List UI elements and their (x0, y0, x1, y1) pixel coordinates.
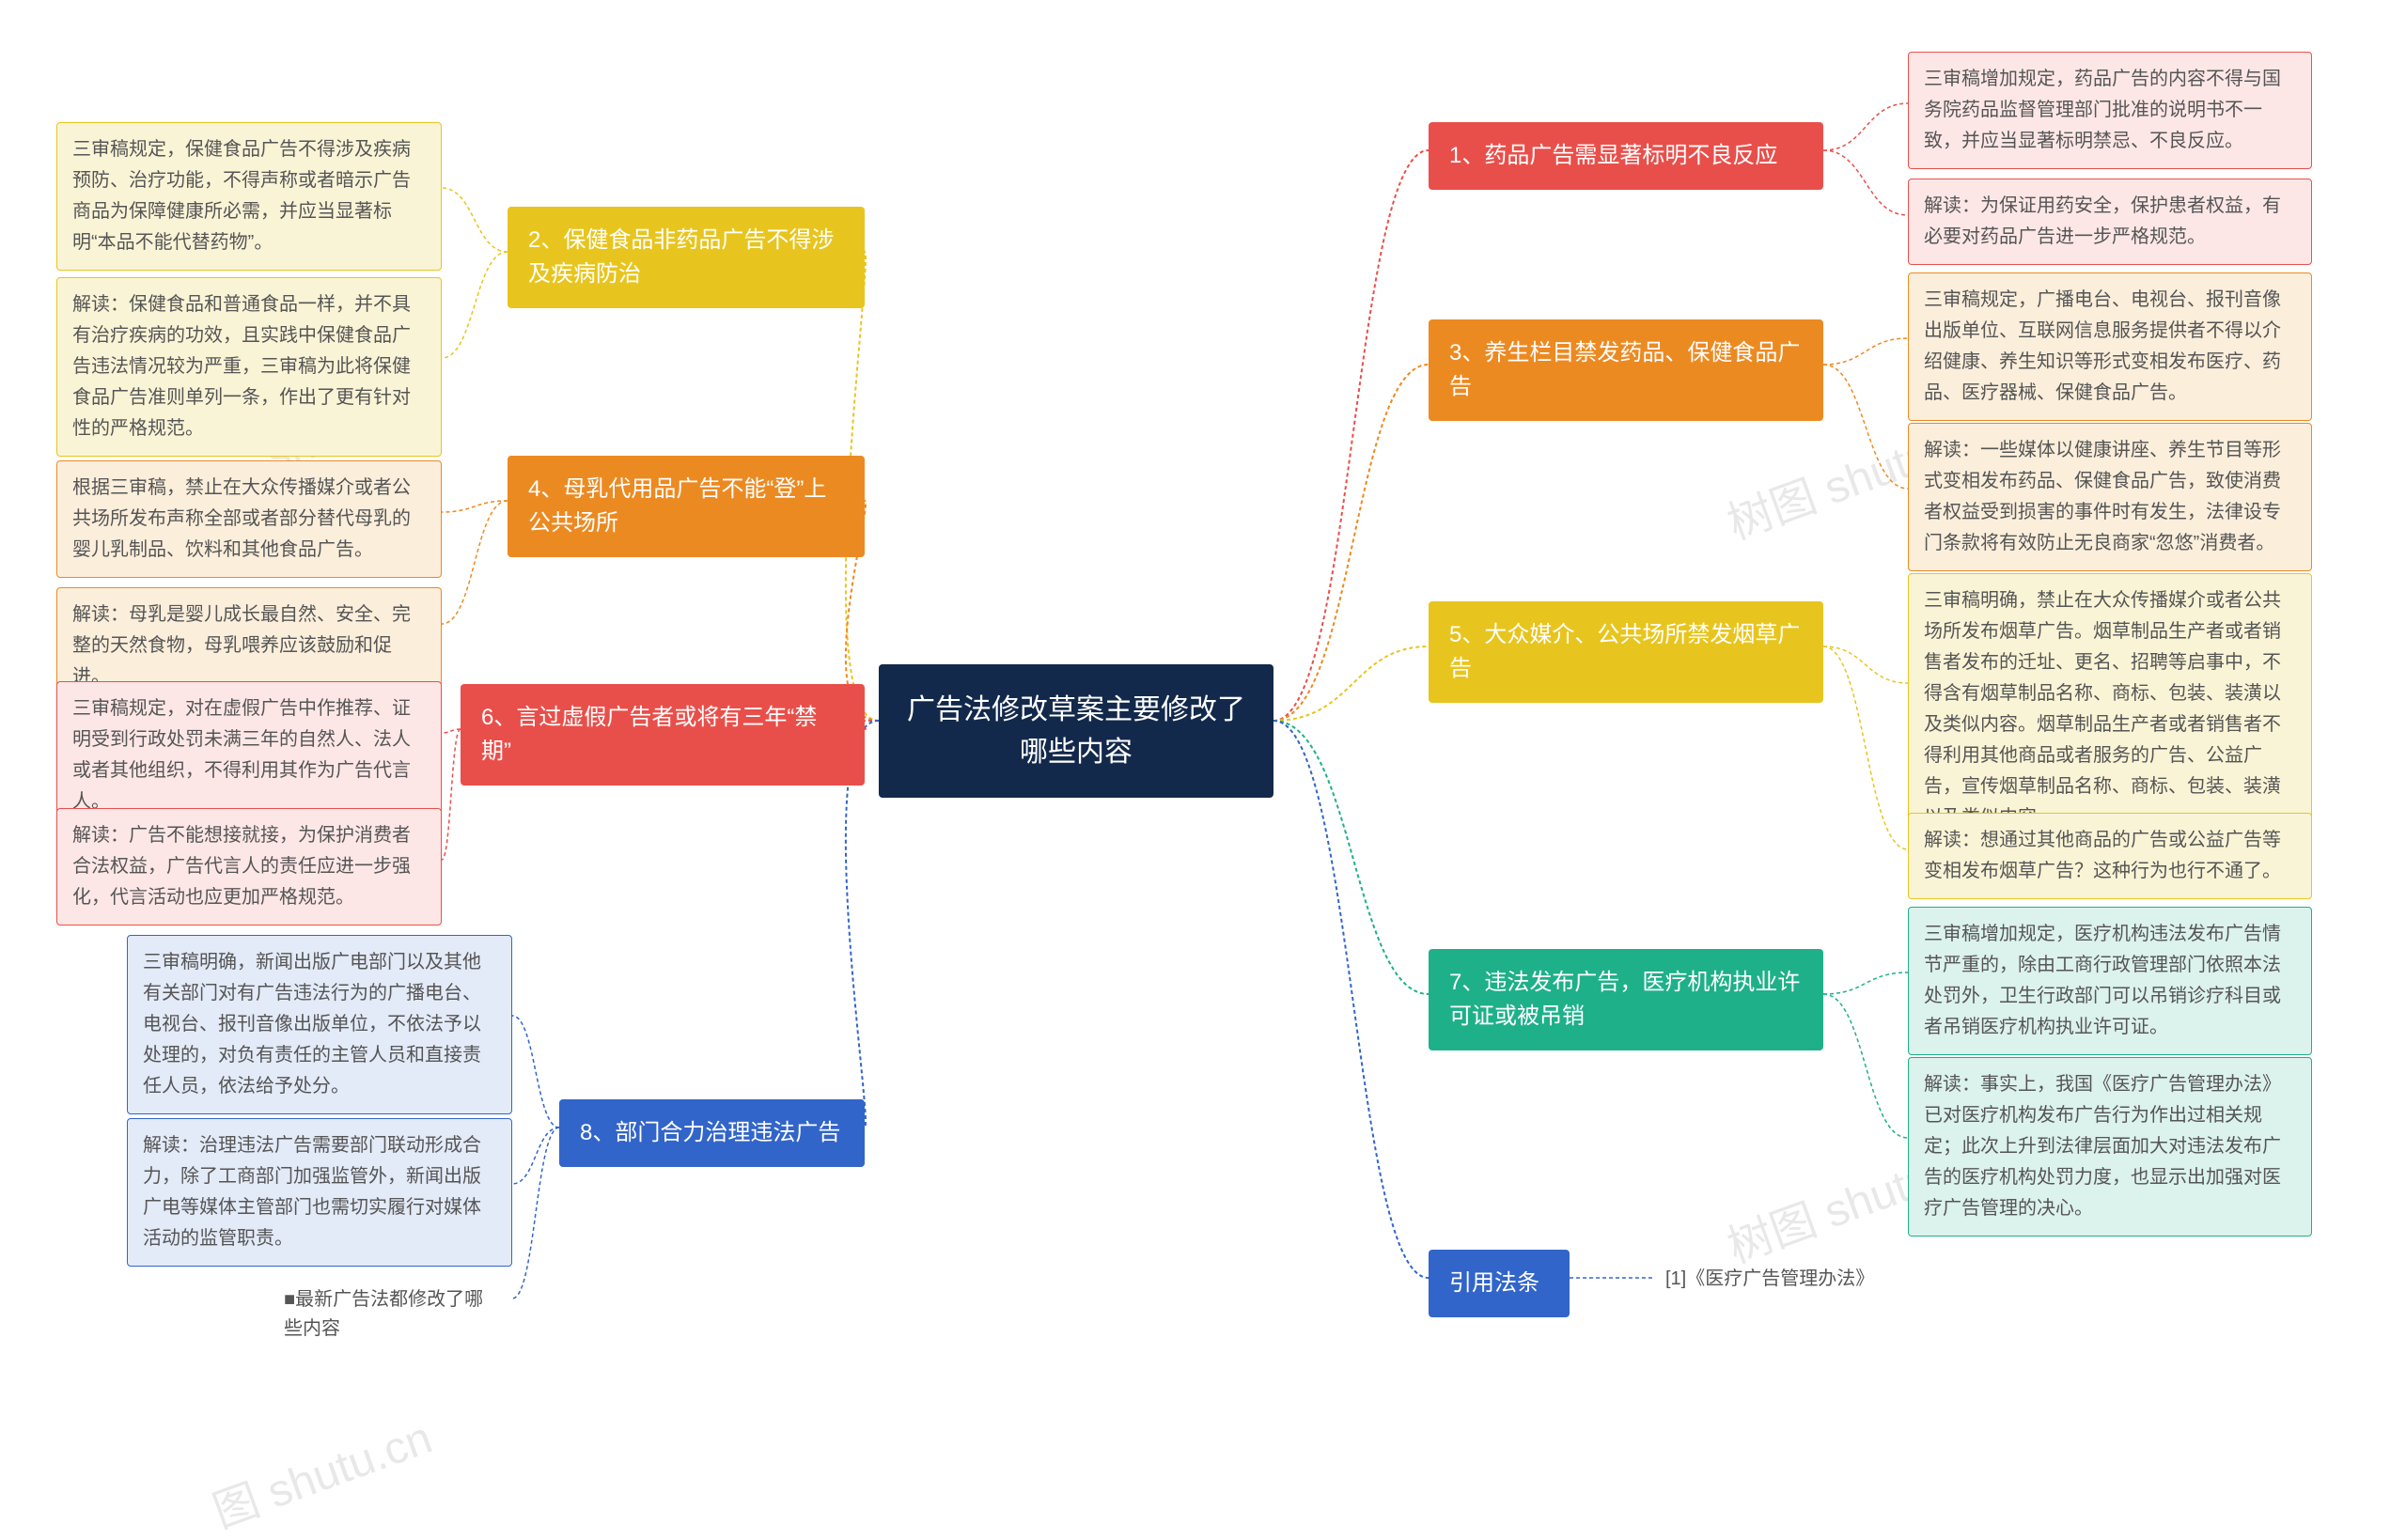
watermark: 图 shutu.cn (202, 1401, 439, 1540)
branch-node[interactable]: 2、保健食品非药品广告不得涉及疾病防治 (508, 207, 865, 308)
leaf-node[interactable]: 三审稿明确，新闻出版广电部门以及其他有关部门对有广告违法行为的广播电台、电视台、… (127, 935, 512, 1114)
leaf-node[interactable]: 解读：为保证用药安全，保护患者权益，有必要对药品广告进一步严格规范。 (1908, 179, 2312, 265)
leaf-node[interactable]: 三审稿增加规定，医疗机构违法发布广告情节严重的，除由工商行政管理部门依照本法处罚… (1908, 907, 2312, 1055)
branch-node[interactable]: 引用法条 (1429, 1250, 1570, 1317)
leaf-node[interactable]: 解读：治理违法广告需要部门联动形成合力，除了工商部门加强监管外，新闻出版广电等媒… (127, 1118, 512, 1267)
leaf-node[interactable]: 三审稿明确，禁止在大众传播媒介或者公共场所发布烟草广告。烟草制品生产者或者销售者… (1908, 573, 2312, 846)
leaf-node[interactable]: 三审稿规定，保健食品广告不得涉及疾病预防、治疗功能，不得声称或者暗示广告商品为保… (56, 122, 442, 271)
leaf-node[interactable]: 解读：一些媒体以健康讲座、养生节目等形式变相发布药品、保健食品广告，致使消费者权… (1908, 423, 2312, 571)
branch-node[interactable]: 5、大众媒介、公共场所禁发烟草广告 (1429, 601, 1823, 703)
branch-node[interactable]: 1、药品广告需显著标明不良反应 (1429, 122, 1823, 190)
leaf-node[interactable]: 解读：事实上，我国《医疗广告管理办法》已对医疗机构发布广告行为作出过相关规定；此… (1908, 1057, 2312, 1237)
leaf-node[interactable]: 解读：广告不能想接就接，为保护消费者合法权益，广告代言人的责任应进一步强化，代言… (56, 808, 442, 926)
branch-node[interactable]: 7、违法发布广告，医疗机构执业许可证或被吊销 (1429, 949, 1823, 1050)
branch-node[interactable]: 8、部门合力治理违法广告 (559, 1099, 865, 1167)
root-node[interactable]: 广告法修改草案主要修改了哪些内容 (879, 664, 1273, 798)
leaf-node[interactable]: 根据三审稿，禁止在大众传播媒介或者公共场所发布声称全部或者部分替代母乳的婴儿乳制… (56, 460, 442, 578)
leaf-node[interactable]: 三审稿增加规定，药品广告的内容不得与国务院药品监督管理部门批准的说明书不一致，并… (1908, 52, 2312, 169)
leaf-node[interactable]: 解读：想通过其他商品的广告或公益广告等变相发布烟草广告？这种行为也行不通了。 (1908, 813, 2312, 899)
leaf-plain-node: ■最新广告法都修改了哪些内容 (273, 1278, 512, 1351)
leaf-node[interactable]: 三审稿规定，广播电台、电视台、报刊音像出版单位、互联网信息服务提供者不得以介绍健… (1908, 272, 2312, 421)
leaf-node[interactable]: 解读：保健食品和普通食品一样，并不具有治疗疾病的功效，且实践中保健食品广告违法情… (56, 277, 442, 457)
branch-node[interactable]: 3、养生栏目禁发药品、保健食品广告 (1429, 319, 1823, 421)
branch-node[interactable]: 6、言过虚假广告者或将有三年“禁期” (461, 684, 865, 786)
branch-node[interactable]: 4、母乳代用品广告不能“登”上公共场所 (508, 456, 865, 557)
leaf-plain-node: [1]《医疗广告管理办法》 (1654, 1257, 1927, 1301)
